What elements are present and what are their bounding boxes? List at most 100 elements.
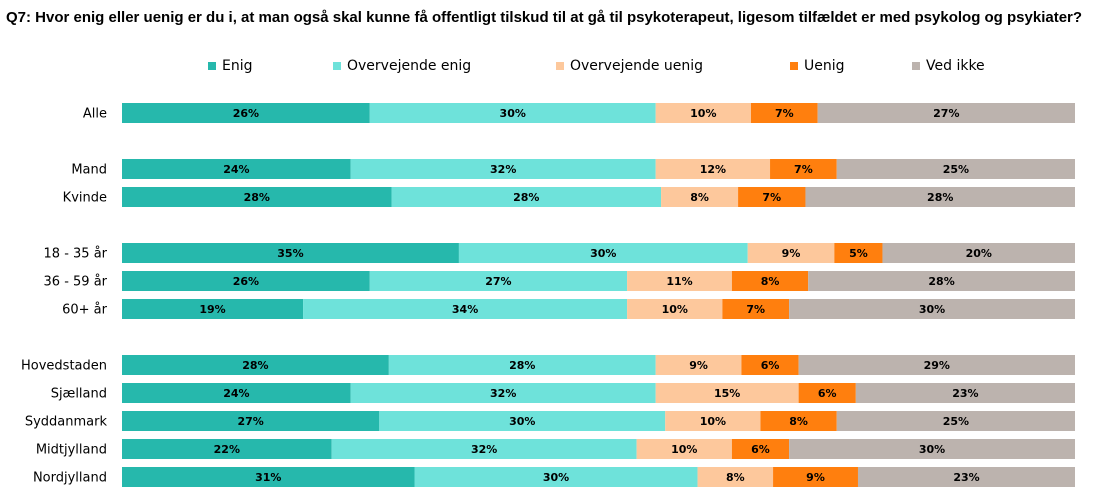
data-label: 7% <box>762 191 781 204</box>
bar-segment <box>817 103 1075 123</box>
data-label: 9% <box>806 471 825 484</box>
legend-swatch <box>912 62 920 70</box>
legend-item: Uenig <box>790 58 845 74</box>
category-label: Hovedstaden <box>21 359 107 374</box>
data-label: 12% <box>700 163 726 176</box>
data-label: 23% <box>953 471 979 484</box>
data-label: 25% <box>943 163 969 176</box>
category-label: Mand <box>71 163 107 178</box>
bar-segment <box>627 271 732 291</box>
bar-segment <box>798 355 1075 375</box>
chart-legend: Enig Overvejende enig Overvejende uenig Uen… <box>0 58 1094 76</box>
data-label: 7% <box>746 303 765 316</box>
data-label: 9% <box>689 359 708 372</box>
data-label: 25% <box>943 415 969 428</box>
bar-segment <box>747 243 835 263</box>
legend-item: Overvejende enig <box>333 58 471 74</box>
legend-swatch <box>333 62 341 70</box>
chart-title: Q7: Hvor enig eller uenig er du i, at ma… <box>6 9 1083 26</box>
bar-segment <box>882 243 1075 263</box>
bar-segment <box>741 355 799 375</box>
bar-segment <box>122 103 370 123</box>
data-label: 5% <box>849 247 868 260</box>
category-label: 18 - 35 år <box>44 247 108 262</box>
legend-item: Ved ikke <box>912 58 985 74</box>
bar-segment <box>655 159 771 179</box>
bar-segment <box>661 187 739 207</box>
bar-segment <box>122 439 332 459</box>
bar-segment <box>805 187 1075 207</box>
data-label: 30% <box>919 443 945 456</box>
data-label: 28% <box>928 275 954 288</box>
bar-segment <box>122 355 389 375</box>
data-label: 30% <box>509 415 535 428</box>
bar-segment <box>379 411 666 431</box>
data-label: 10% <box>662 303 688 316</box>
bar-segment <box>369 271 628 291</box>
bar-segment <box>458 243 748 263</box>
data-label: 32% <box>471 443 497 456</box>
data-label: 28% <box>513 191 539 204</box>
bar-segment <box>122 243 459 263</box>
bar-segment <box>655 355 742 375</box>
bar-segment <box>789 299 1075 319</box>
bar-segment <box>350 159 656 179</box>
category-label: 36 - 59 år <box>44 275 108 290</box>
data-label: 7% <box>775 107 794 120</box>
bar-segment <box>834 243 883 263</box>
data-label: 8% <box>726 471 745 484</box>
bar-segment <box>731 271 809 291</box>
bar-segment <box>836 411 1075 431</box>
bar-segment <box>770 159 837 179</box>
data-label: 27% <box>485 275 511 288</box>
legend-label: Overvejende uenig <box>570 58 704 74</box>
category-label: Sjælland <box>51 387 107 402</box>
bar-segment <box>122 467 415 487</box>
data-label: 26% <box>233 107 259 120</box>
data-label: 6% <box>761 359 780 372</box>
data-label: 23% <box>952 387 978 400</box>
bar-segment <box>122 383 351 403</box>
data-label: 24% <box>223 163 249 176</box>
bar-segment <box>627 299 723 319</box>
data-label: 30% <box>500 107 526 120</box>
bar-segment <box>808 271 1075 291</box>
bar-segment <box>738 187 806 207</box>
bar-segment <box>722 299 790 319</box>
data-label: 30% <box>919 303 945 316</box>
legend-label: Uenig <box>804 58 845 74</box>
data-label: 30% <box>590 247 616 260</box>
legend-swatch <box>556 62 564 70</box>
bar-segment <box>655 383 799 403</box>
data-label: 8% <box>690 191 709 204</box>
bar-segment <box>388 355 656 375</box>
category-label: Alle <box>83 107 107 122</box>
data-label: 22% <box>214 443 240 456</box>
data-label: 6% <box>818 387 837 400</box>
bar-segment <box>760 411 837 431</box>
data-label: 28% <box>927 191 953 204</box>
legend-swatch <box>790 62 798 70</box>
data-label: 6% <box>751 443 770 456</box>
bar-segment <box>855 383 1075 403</box>
bar-segment <box>798 383 856 403</box>
data-label: 10% <box>700 415 726 428</box>
category-label: Midtjylland <box>36 443 107 458</box>
data-label: 32% <box>490 163 516 176</box>
bar-segment <box>369 103 656 123</box>
data-label: 11% <box>666 275 692 288</box>
category-label: 60+ år <box>62 303 108 318</box>
data-label: 15% <box>714 387 740 400</box>
legend-label: Ved ikke <box>926 58 985 74</box>
bar-segment <box>731 439 790 459</box>
data-label: 9% <box>782 247 801 260</box>
data-label: 26% <box>233 275 259 288</box>
data-label: 29% <box>924 359 950 372</box>
data-label: 27% <box>933 107 959 120</box>
data-label: 8% <box>789 415 808 428</box>
legend-swatch <box>208 62 216 70</box>
bar-segment <box>303 299 628 319</box>
data-label: 32% <box>490 387 516 400</box>
legend-item: Enig <box>208 58 253 74</box>
